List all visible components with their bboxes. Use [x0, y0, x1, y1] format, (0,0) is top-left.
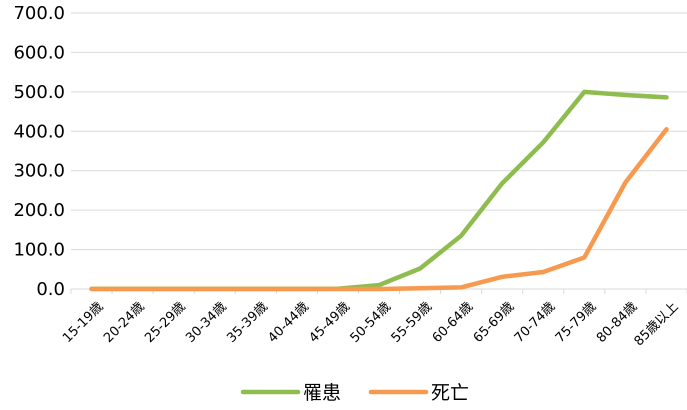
y-tick-label: 300.0	[13, 161, 65, 182]
x-tick-label: 25-29歳	[142, 299, 189, 346]
y-tick-label: 400.0	[13, 121, 65, 142]
x-tick-label: 15-19歳	[60, 299, 107, 346]
x-tick-label: 45-49歳	[306, 299, 353, 346]
y-tick-label: 0.0	[36, 279, 65, 300]
x-tick-label: 65-69歳	[471, 299, 518, 346]
x-tick-label: 20-24歳	[101, 299, 148, 346]
x-tick-label: 85歳以上	[632, 299, 682, 349]
series-lines	[89, 89, 669, 292]
y-tick-label: 100.0	[13, 240, 65, 261]
x-axis-tick-labels: 15-19歳20-24歳25-29歳30-34歳35-39歳40-44歳45-4…	[60, 299, 681, 349]
y-tick-label: 700.0	[13, 3, 65, 24]
x-tick-label: 70-74歳	[512, 299, 559, 346]
x-tick-label: 35-39歳	[224, 299, 271, 346]
x-tick-label: 40-44歳	[265, 299, 312, 346]
legend: 罹患 死亡	[240, 382, 469, 404]
x-tick-label: 55-59歳	[389, 299, 436, 346]
y-tick-label: 200.0	[13, 200, 65, 221]
x-tick-label: 75-79歳	[553, 299, 600, 346]
x-tick-label: 30-34歳	[183, 299, 230, 346]
legend-label: 罹患	[303, 382, 341, 404]
y-axis-tick-labels: 0.0 100.0 200.0 300.0 400.0 500.0 600.0 700.0	[13, 3, 65, 300]
legend-label: 死亡	[431, 382, 469, 404]
x-tick-label: 50-54歳	[348, 299, 395, 346]
x-tick-label: 60-64歳	[430, 299, 477, 346]
y-tick-label: 600.0	[13, 42, 65, 63]
series-line-1	[89, 127, 669, 292]
gridlines	[71, 12, 687, 251]
y-tick-label: 500.0	[13, 82, 65, 103]
